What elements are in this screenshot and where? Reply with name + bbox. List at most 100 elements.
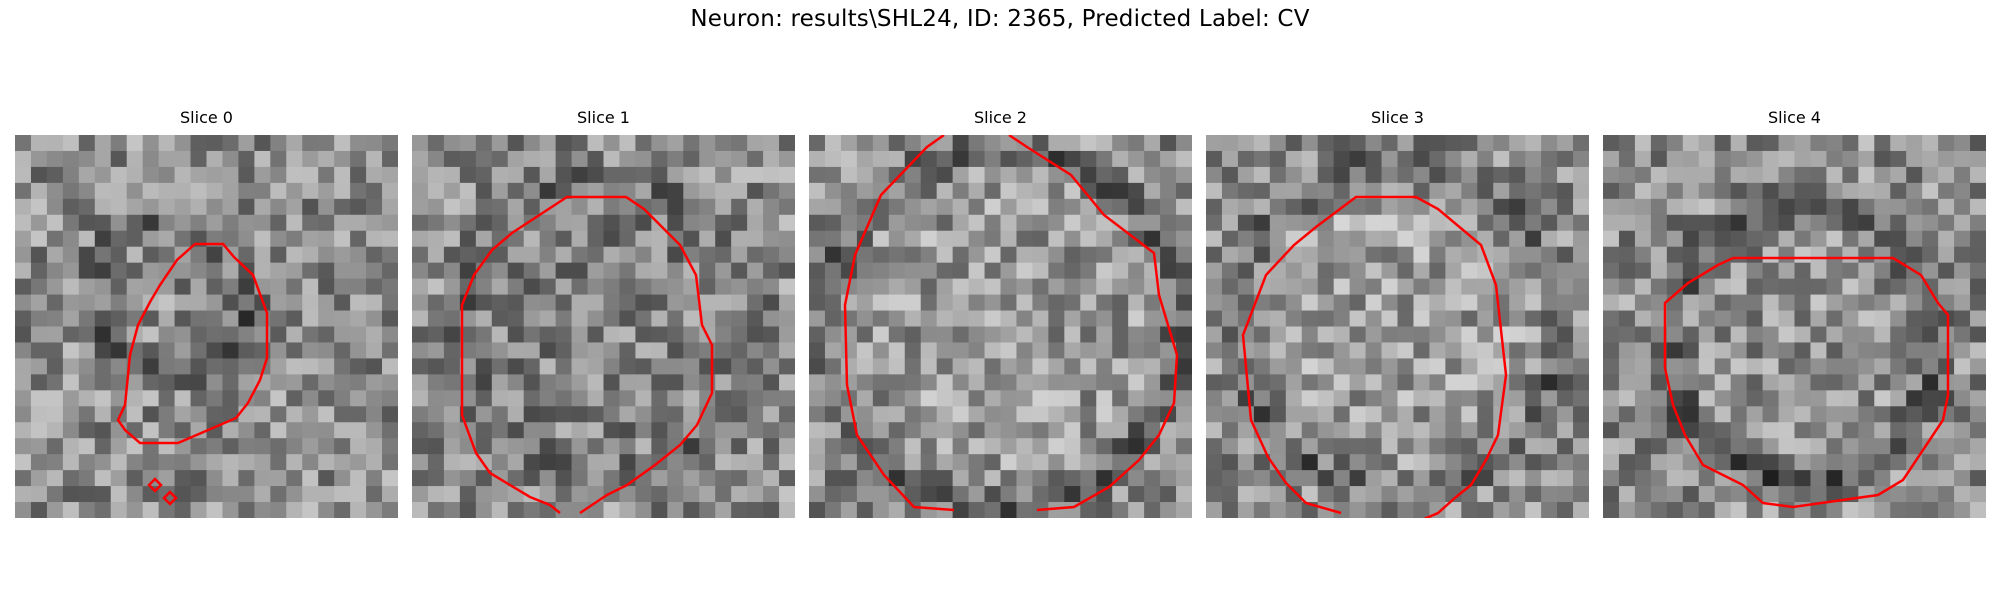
image-pixel <box>206 454 224 471</box>
image-pixel <box>872 294 890 312</box>
image-pixel <box>1413 486 1431 503</box>
image-pixel <box>1080 342 1097 360</box>
image-pixel <box>587 438 605 455</box>
image-pixel <box>1509 150 1526 168</box>
image-pixel <box>1557 230 1574 248</box>
image-pixel <box>1144 182 1161 200</box>
image-pixel <box>459 198 477 216</box>
image-pixel <box>318 358 335 375</box>
image-pixel <box>571 310 589 328</box>
image-pixel <box>840 486 858 503</box>
image-pixel <box>872 214 890 232</box>
image-pixel <box>1349 150 1367 168</box>
image-pixel <box>1970 150 1986 168</box>
image-pixel <box>1048 422 1065 439</box>
image-pixel <box>1794 182 1812 200</box>
image-pixel <box>920 454 938 471</box>
image-pixel <box>1080 166 1097 184</box>
image-pixel <box>1221 150 1239 168</box>
image-pixel <box>1365 374 1383 391</box>
image-pixel <box>94 198 112 216</box>
image-pixel <box>46 390 64 407</box>
slice-image-3 <box>1206 135 1589 518</box>
image-pixel <box>1666 262 1684 280</box>
image-pixel <box>1333 454 1351 471</box>
image-pixel <box>1794 214 1812 232</box>
image-pixel <box>1349 214 1367 232</box>
image-pixel <box>587 326 605 344</box>
image-pixel <box>1048 374 1065 391</box>
image-pixel <box>523 214 541 232</box>
image-pixel <box>824 358 842 375</box>
image-pixel <box>523 470 541 487</box>
image-pixel <box>1922 294 1939 312</box>
image-pixel <box>1096 390 1113 407</box>
image-pixel <box>1128 390 1145 407</box>
image-pixel <box>936 214 954 232</box>
image-pixel <box>968 502 986 518</box>
image-pixel <box>142 310 160 328</box>
image-pixel <box>1794 198 1812 216</box>
image-pixel <box>840 230 858 248</box>
image-pixel <box>1666 486 1684 503</box>
image-pixel <box>1016 230 1034 248</box>
image-pixel <box>1778 278 1796 296</box>
image-pixel <box>1206 262 1223 280</box>
image-pixel <box>427 230 445 248</box>
image-pixel <box>1301 454 1319 471</box>
image-pixel <box>1557 422 1574 439</box>
image-pixel <box>1000 486 1018 503</box>
image-pixel <box>635 150 652 168</box>
image-pixel <box>1858 262 1875 280</box>
image-pixel <box>1206 374 1223 391</box>
image-pixel <box>190 358 208 375</box>
image-pixel <box>651 422 668 439</box>
image-pixel <box>936 310 954 328</box>
image-pixel <box>174 294 192 312</box>
image-pixel <box>1064 406 1081 423</box>
image-pixel <box>619 438 637 455</box>
image-pixel <box>1922 150 1939 168</box>
image-pixel <box>1603 310 1620 328</box>
image-pixel <box>1032 438 1049 455</box>
image-pixel <box>443 135 461 152</box>
image-pixel <box>1698 390 1716 407</box>
image-pixel <box>62 294 80 312</box>
image-pixel <box>1032 390 1049 407</box>
image-pixel <box>366 182 383 200</box>
image-pixel <box>1317 358 1335 375</box>
image-pixel <box>1333 294 1351 312</box>
image-pixel <box>427 278 445 296</box>
image-pixel <box>1144 214 1161 232</box>
image-pixel <box>286 502 303 518</box>
image-pixel <box>1301 246 1319 264</box>
image-pixel <box>1016 150 1034 168</box>
image-pixel <box>1557 150 1574 168</box>
image-pixel <box>571 342 589 360</box>
image-pixel <box>1954 214 1971 232</box>
image-pixel <box>1032 454 1049 471</box>
image-pixel <box>318 502 335 518</box>
image-pixel <box>651 342 668 360</box>
image-pixel <box>667 246 684 264</box>
image-pixel <box>412 278 429 296</box>
image-pixel <box>1493 214 1510 232</box>
image-pixel <box>1650 486 1668 503</box>
image-pixel <box>1573 390 1589 407</box>
image-pixel <box>1906 470 1923 487</box>
image-pixel <box>46 198 64 216</box>
image-pixel <box>984 422 1002 439</box>
image-pixel <box>1954 390 1971 407</box>
image-pixel <box>1429 486 1446 503</box>
image-pixel <box>1048 358 1065 375</box>
image-pixel <box>270 214 287 232</box>
image-pixel <box>1794 342 1812 360</box>
image-pixel <box>15 502 32 518</box>
image-pixel <box>412 326 429 344</box>
image-pixel <box>1397 230 1415 248</box>
image-pixel <box>763 454 780 471</box>
image-pixel <box>350 342 367 360</box>
image-pixel <box>1128 310 1145 328</box>
image-pixel <box>382 374 398 391</box>
image-pixel <box>1349 182 1367 200</box>
